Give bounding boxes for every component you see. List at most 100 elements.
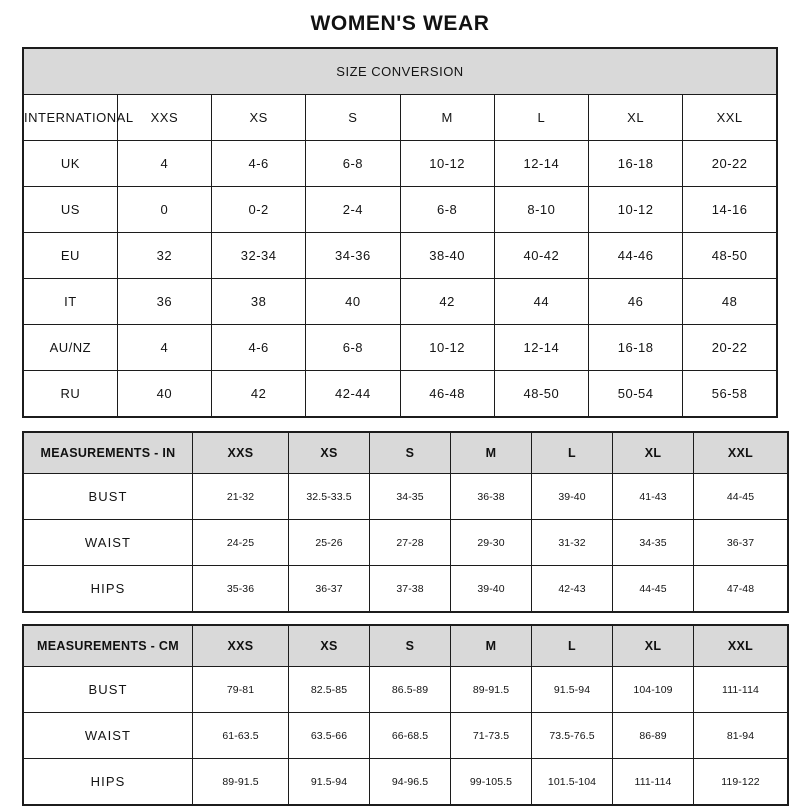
cell-aunz-l: 12-14 [493, 324, 590, 371]
cell-uk-xxs: 4 [116, 140, 213, 187]
cell-aunz-s: 6-8 [305, 324, 401, 371]
cell-waist-cm-l: 73.5-76.5 [531, 712, 613, 759]
column-header-l: L [531, 624, 613, 667]
table-row: RU 40 42 42-44 46-48 48-50 50-54 56-58 [22, 370, 778, 418]
measurements-cm-table: MEASUREMENTS - CM XXS XS S M L XL XXL BU… [22, 624, 789, 806]
row-label-aunz: AU/NZ [22, 324, 118, 371]
table-header-row: MEASUREMENTS - CM XXS XS S M L XL XXL [22, 624, 789, 667]
column-header-xs: XS [288, 624, 370, 667]
cell-waist-cm-s: 66-68.5 [369, 712, 451, 759]
column-header-measurements-cm: MEASUREMENTS - CM [22, 624, 193, 667]
cell-uk-xs: 4-6 [210, 140, 307, 187]
column-header-xs: XS [210, 94, 307, 141]
cell-eu-xl: 44-46 [587, 232, 684, 279]
page-title: WOMEN'S WEAR [310, 12, 490, 35]
cell-uk-l: 12-14 [493, 140, 590, 187]
table-row: EU 32 32-34 34-36 38-40 40-42 44-46 48-5… [22, 232, 778, 279]
table-banner-row: SIZE CONVERSION [22, 47, 778, 95]
cell-bust-in-xxl: 44-45 [693, 473, 789, 520]
cell-aunz-xl: 16-18 [587, 324, 684, 371]
cell-hips-cm-l: 101.5-104 [531, 758, 613, 806]
table-row: HIPS 35-36 36-37 37-38 39-40 42-43 44-45… [22, 565, 789, 613]
cell-ru-xxl: 56-58 [682, 370, 778, 418]
cell-waist-cm-xxs: 61-63.5 [192, 712, 289, 759]
cell-uk-xxl: 20-22 [682, 140, 778, 187]
column-header-xl: XL [587, 94, 684, 141]
column-header-l: L [493, 94, 590, 141]
cell-it-m: 42 [399, 278, 495, 325]
cell-eu-s: 34-36 [305, 232, 401, 279]
cell-us-xs: 0-2 [210, 186, 307, 233]
cell-waist-cm-m: 71-73.5 [450, 712, 532, 759]
cell-it-s: 40 [305, 278, 401, 325]
row-label-us: US [22, 186, 118, 233]
cell-it-xxl: 48 [682, 278, 778, 325]
cell-hips-in-s: 37-38 [369, 565, 451, 613]
cell-us-xxl: 14-16 [682, 186, 778, 233]
cell-aunz-m: 10-12 [399, 324, 495, 371]
cell-eu-xxl: 48-50 [682, 232, 778, 279]
cell-uk-xl: 16-18 [587, 140, 684, 187]
cell-aunz-xxl: 20-22 [682, 324, 778, 371]
cell-bust-cm-l: 91.5-94 [531, 666, 613, 713]
cell-bust-cm-xxl: 111-114 [693, 666, 789, 713]
cell-hips-cm-xs: 91.5-94 [288, 758, 370, 806]
table-header-row: MEASUREMENTS - IN XXS XS S M L XL XXL [22, 431, 789, 474]
column-header-xxl: XXL [693, 431, 789, 474]
column-header-s: S [369, 624, 451, 667]
cell-hips-in-xxs: 35-36 [192, 565, 289, 613]
cell-waist-in-m: 29-30 [450, 519, 532, 566]
row-label-waist-in: WAIST [22, 519, 193, 566]
table-row: US 0 0-2 2-4 6-8 8-10 10-12 14-16 [22, 186, 778, 233]
table-row: WAIST 61-63.5 63.5-66 66-68.5 71-73.5 73… [22, 712, 789, 759]
table-row: IT 36 38 40 42 44 46 48 [22, 278, 778, 325]
cell-bust-cm-m: 89-91.5 [450, 666, 532, 713]
cell-waist-in-xs: 25-26 [288, 519, 370, 566]
cell-bust-in-s: 34-35 [369, 473, 451, 520]
cell-ru-xs: 42 [210, 370, 307, 418]
cell-ru-xxs: 40 [116, 370, 213, 418]
table-row: WAIST 24-25 25-26 27-28 29-30 31-32 34-3… [22, 519, 789, 566]
size-conversion-banner: SIZE CONVERSION [22, 47, 778, 95]
row-label-bust-in: BUST [22, 473, 193, 520]
column-header-s: S [305, 94, 401, 141]
cell-bust-cm-xs: 82.5-85 [288, 666, 370, 713]
column-header-m: M [450, 431, 532, 474]
table-row: UK 4 4-6 6-8 10-12 12-14 16-18 20-22 [22, 140, 778, 187]
cell-eu-xs: 32-34 [210, 232, 307, 279]
cell-hips-in-l: 42-43 [531, 565, 613, 613]
cell-us-xxs: 0 [116, 186, 213, 233]
table-header-row: INTERNATIONAL XXS XS S M L XL XXL [22, 94, 778, 141]
cell-ru-m: 46-48 [399, 370, 495, 418]
column-header-xxs: XXS [116, 94, 213, 141]
column-header-xl: XL [612, 431, 694, 474]
cell-eu-m: 38-40 [399, 232, 495, 279]
table-spacer [22, 418, 778, 431]
column-header-xxs: XXS [192, 624, 289, 667]
cell-bust-cm-xxs: 79-81 [192, 666, 289, 713]
cell-bust-in-xxs: 21-32 [192, 473, 289, 520]
column-header-s: S [369, 431, 451, 474]
cell-us-xl: 10-12 [587, 186, 684, 233]
cell-it-xl: 46 [587, 278, 684, 325]
column-header-xxl: XXL [682, 94, 778, 141]
column-header-xl: XL [612, 624, 694, 667]
table-spacer [22, 613, 778, 624]
cell-waist-in-xxs: 24-25 [192, 519, 289, 566]
cell-bust-in-l: 39-40 [531, 473, 613, 520]
table-row: BUST 79-81 82.5-85 86.5-89 89-91.5 91.5-… [22, 666, 789, 713]
row-label-uk: UK [22, 140, 118, 187]
cell-it-l: 44 [493, 278, 590, 325]
cell-waist-in-s: 27-28 [369, 519, 451, 566]
row-label-hips-cm: HIPS [22, 758, 193, 806]
cell-uk-m: 10-12 [399, 140, 495, 187]
table-row: HIPS 89-91.5 91.5-94 94-96.5 99-105.5 10… [22, 758, 789, 806]
cell-it-xs: 38 [210, 278, 307, 325]
cell-hips-in-xxl: 47-48 [693, 565, 789, 613]
cell-hips-cm-m: 99-105.5 [450, 758, 532, 806]
column-header-international: INTERNATIONAL [22, 94, 133, 141]
column-header-l: L [531, 431, 613, 474]
size-conversion-table: SIZE CONVERSION INTERNATIONAL XXS XS S M… [22, 47, 778, 418]
row-label-hips-in: HIPS [22, 565, 193, 613]
cell-waist-cm-xl: 86-89 [612, 712, 694, 759]
